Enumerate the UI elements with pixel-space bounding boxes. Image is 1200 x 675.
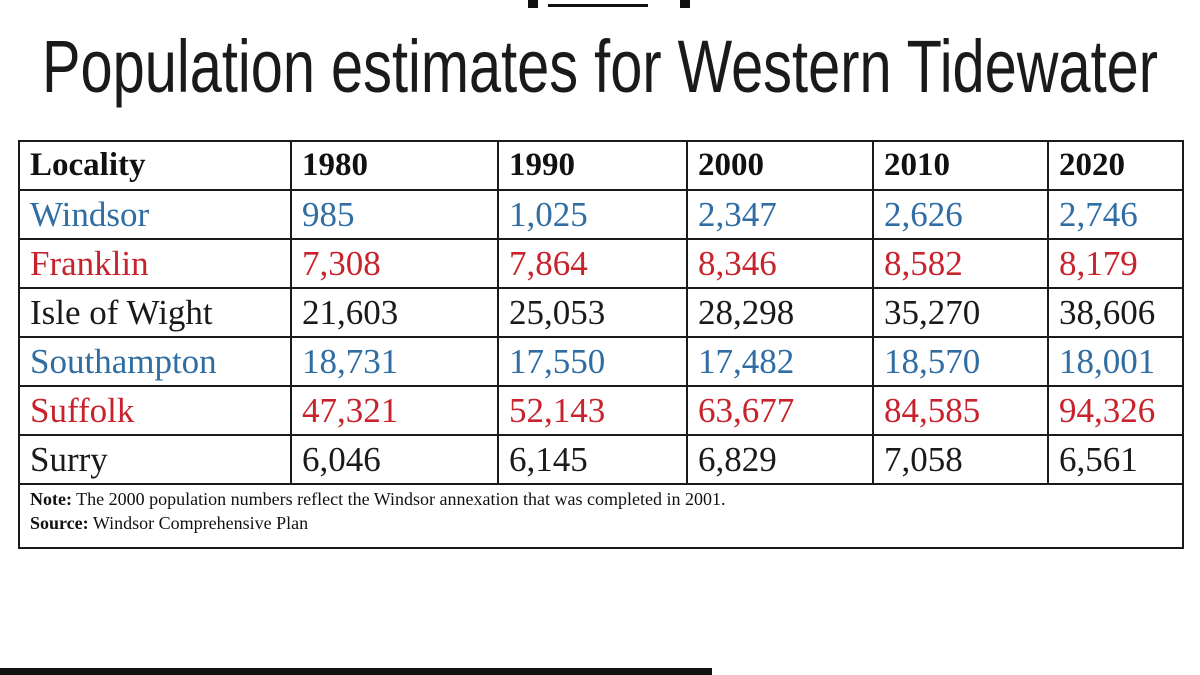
note-line: Note: The 2000 population numbers reflec…: [30, 487, 1181, 511]
value-cell: 25,053: [497, 287, 688, 338]
table-row: Suffolk 47,321 52,143 63,677 84,585 94,326: [18, 385, 1184, 436]
value-cell: 17,482: [686, 336, 874, 387]
value-cell: 94,326: [1047, 385, 1184, 436]
column-header: 1980: [290, 140, 499, 191]
locality-cell: Windsor: [18, 189, 292, 240]
value-cell: 1,025: [497, 189, 688, 240]
value-cell: 7,058: [872, 434, 1049, 485]
table-row: Franklin 7,308 7,864 8,346 8,582 8,179: [18, 238, 1184, 289]
source-line: Source: Windsor Comprehensive Plan: [30, 511, 1181, 535]
source-label: Source:: [30, 513, 89, 533]
value-cell: 8,346: [686, 238, 874, 289]
value-cell: 21,603: [290, 287, 499, 338]
table-row: Windsor 985 1,025 2,347 2,626 2,746: [18, 189, 1184, 240]
column-header: Locality: [18, 140, 292, 191]
decoration: [528, 0, 538, 8]
value-cell: 6,145: [497, 434, 688, 485]
value-cell: 2,746: [1047, 189, 1184, 240]
column-header: 1990: [497, 140, 688, 191]
value-cell: 6,046: [290, 434, 499, 485]
value-cell: 6,561: [1047, 434, 1184, 485]
decoration: [0, 668, 712, 675]
column-header: 2000: [686, 140, 874, 191]
note-cell: Note: The 2000 population numbers reflec…: [18, 483, 1184, 549]
value-cell: 7,308: [290, 238, 499, 289]
locality-cell: Franklin: [18, 238, 292, 289]
title: Population estimates for Western Tidewat…: [42, 25, 1158, 108]
locality-cell: Surry: [18, 434, 292, 485]
value-cell: 17,550: [497, 336, 688, 387]
note-row: Note: The 2000 population numbers reflec…: [18, 483, 1184, 549]
table-row: Surry 6,046 6,145 6,829 7,058 6,561: [18, 434, 1184, 485]
locality-cell: Southampton: [18, 336, 292, 387]
value-cell: 47,321: [290, 385, 499, 436]
value-cell: 7,864: [497, 238, 688, 289]
column-header: 2020: [1047, 140, 1184, 191]
value-cell: 985: [290, 189, 499, 240]
value-cell: 2,626: [872, 189, 1049, 240]
table-row: Southampton 18,731 17,550 17,482 18,570 18,00…: [18, 336, 1184, 387]
value-cell: 2,347: [686, 189, 874, 240]
header-row: Locality 1980 1990 2000 2010 2020: [18, 140, 1184, 191]
column-header: 2010: [872, 140, 1049, 191]
decoration: [680, 0, 690, 8]
value-cell: 18,001: [1047, 336, 1184, 387]
table-body: Windsor 985 1,025 2,347 2,626 2,746 Franklin 7,…: [18, 189, 1184, 549]
value-cell: 35,270: [872, 287, 1049, 338]
value-cell: 18,570: [872, 336, 1049, 387]
value-cell: 52,143: [497, 385, 688, 436]
note-label: Note:: [30, 489, 72, 509]
value-cell: 28,298: [686, 287, 874, 338]
note-text: The 2000 population numbers reflect the …: [76, 489, 726, 509]
table-row: Isle of Wight 21,603 25,053 28,298 35,270 38,…: [18, 287, 1184, 338]
value-cell: 63,677: [686, 385, 874, 436]
value-cell: 6,829: [686, 434, 874, 485]
title-area: Population estimates for Western Tidewat…: [42, 25, 1158, 108]
decoration: [548, 4, 648, 7]
value-cell: 8,179: [1047, 238, 1184, 289]
locality-cell: Isle of Wight: [18, 287, 292, 338]
source-text: Windsor Comprehensive Plan: [92, 513, 309, 533]
value-cell: 18,731: [290, 336, 499, 387]
locality-cell: Suffolk: [18, 385, 292, 436]
value-cell: 84,585: [872, 385, 1049, 436]
value-cell: 8,582: [872, 238, 1049, 289]
population-table: Locality 1980 1990 2000 2010 2020 Windsor 985 1…: [18, 140, 1184, 549]
value-cell: 38,606: [1047, 287, 1184, 338]
